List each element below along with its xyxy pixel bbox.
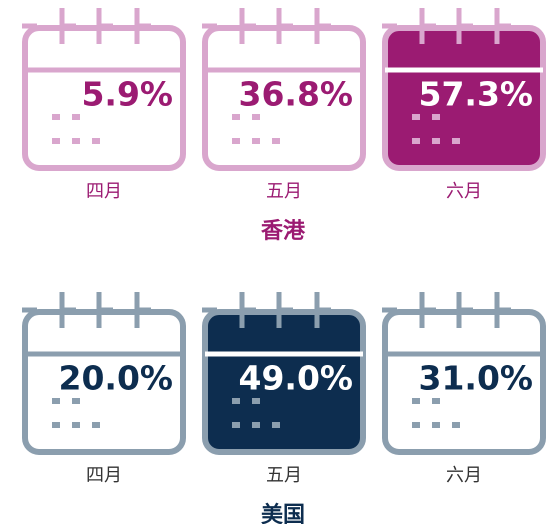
calendar-dot (432, 422, 440, 428)
calendar-dot (72, 422, 80, 428)
calendar-dot (412, 114, 420, 120)
month-label: 五月 (266, 465, 302, 486)
calendar-dot (72, 398, 80, 404)
calendar-dot (52, 114, 60, 120)
value-label: 49.0% (239, 359, 354, 398)
calendar-dot (412, 422, 420, 428)
calendar-dot (272, 138, 280, 144)
calendar-dot (72, 138, 80, 144)
calendar-dot (432, 114, 440, 120)
calendar-dot (252, 114, 260, 120)
calendar-dot (452, 138, 460, 144)
calendar-dot (432, 138, 440, 144)
calendar-dot (252, 422, 260, 428)
calendar-dot (232, 422, 240, 428)
calendar-dot (452, 422, 460, 428)
calendar-dot (52, 422, 60, 428)
calendar-dot (412, 138, 420, 144)
calendar-dot (272, 422, 280, 428)
month-label: 六月 (446, 181, 482, 202)
calendar-dot (72, 114, 80, 120)
value-label: 5.9% (81, 75, 173, 114)
calendar-dot (232, 114, 240, 120)
calendar-dot (232, 138, 240, 144)
group-title: 美国 (261, 502, 305, 524)
calendar-dot (232, 398, 240, 404)
calendar-dot (432, 398, 440, 404)
calendar-dot (252, 398, 260, 404)
calendar-dot (92, 138, 100, 144)
calendar-dot (412, 398, 420, 404)
month-label: 六月 (446, 465, 482, 486)
value-label: 20.0% (59, 359, 174, 398)
calendar-dot (52, 398, 60, 404)
month-label: 五月 (266, 181, 302, 202)
calendar-dot (92, 422, 100, 428)
month-label: 四月 (86, 465, 122, 486)
calendar-dot (252, 138, 260, 144)
value-label: 36.8% (239, 75, 354, 114)
calendar-dot (52, 138, 60, 144)
group-title: 香港 (261, 219, 306, 244)
month-label: 四月 (86, 181, 122, 202)
value-label: 31.0% (419, 359, 534, 398)
value-label: 57.3% (419, 75, 534, 114)
